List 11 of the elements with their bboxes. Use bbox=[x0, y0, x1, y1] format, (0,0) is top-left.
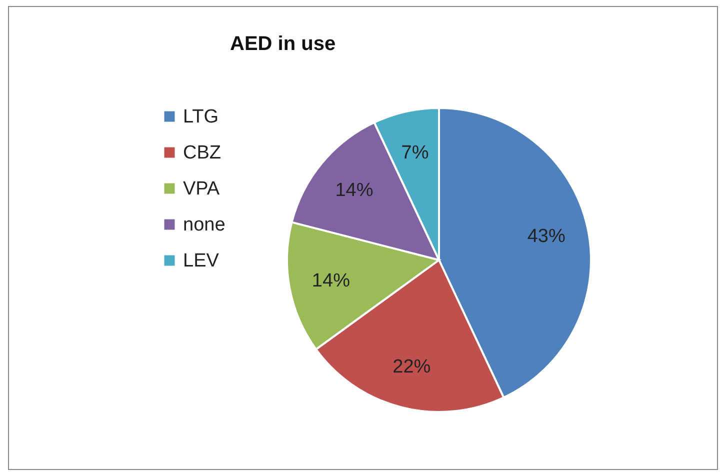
legend-label: LEV bbox=[183, 250, 220, 272]
data-label: 14% bbox=[335, 180, 374, 201]
data-label: 43% bbox=[527, 226, 566, 248]
legend-label: none bbox=[183, 214, 226, 236]
legend-label: LTG bbox=[183, 106, 219, 128]
chart-title: AED in use bbox=[230, 33, 336, 55]
data-label: 7% bbox=[401, 142, 429, 164]
data-label: 22% bbox=[392, 356, 431, 378]
legend-label: CBZ bbox=[183, 142, 222, 164]
data-label: 14% bbox=[312, 270, 350, 292]
legend-label: VPA bbox=[183, 178, 220, 200]
